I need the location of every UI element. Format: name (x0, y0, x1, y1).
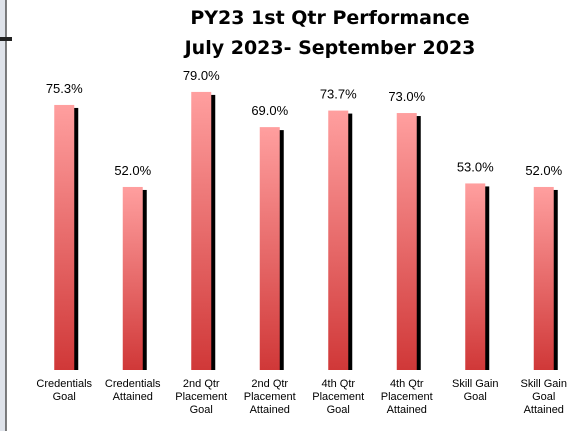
bar (328, 110, 349, 371)
x-tick-label: 2nd Qtr Placement Goal (175, 378, 228, 416)
bar (259, 127, 280, 371)
chart-title: July 2023- September 2023 (183, 37, 476, 59)
x-tick-label: Credentials Attained (104, 378, 161, 403)
bar (533, 186, 554, 370)
value-label: 75.3% (46, 81, 83, 96)
x-tick-label: Skill Gain Goal Attained (520, 378, 567, 416)
value-label: 53.0% (457, 159, 494, 174)
x-tick-label: 4th Qtr Placement Attained (380, 378, 433, 416)
bar (54, 104, 75, 370)
bar (191, 91, 212, 371)
x-tick-label: Skill Gain Goal (452, 378, 499, 403)
left-strip (0, 0, 6, 431)
value-label: 52.0% (114, 163, 151, 178)
value-label: 73.0% (388, 89, 425, 104)
bar (396, 113, 417, 370)
x-tick-label: 4th Qtr Placement Goal (312, 378, 365, 416)
value-label: 52.0% (525, 163, 562, 178)
value-label: 79.0% (183, 68, 220, 83)
chart-title: PY23 1st Qtr Performance (190, 7, 469, 29)
value-label: 73.7% (320, 87, 357, 102)
x-tick-label: Credentials Goal (36, 378, 93, 403)
x-tick-label: 2nd Qtr Placement Attained (243, 378, 296, 416)
bar (122, 186, 143, 370)
left-tab (0, 37, 12, 41)
bar (465, 183, 486, 370)
value-label: 69.0% (251, 103, 288, 118)
